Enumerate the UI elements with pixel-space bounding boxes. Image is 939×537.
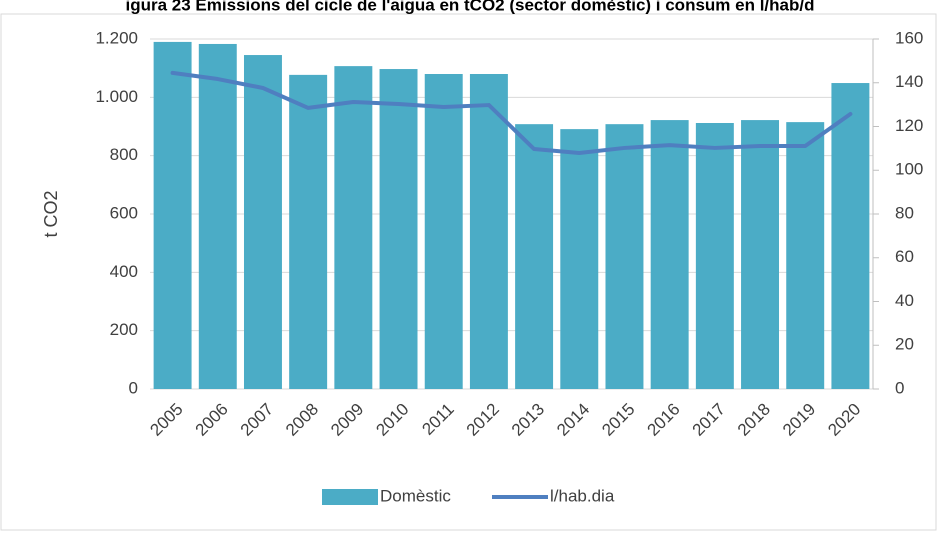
bar	[153, 41, 192, 390]
y2-tick-label: 120	[895, 116, 923, 135]
y-tick-label: 200	[110, 320, 138, 339]
bar	[198, 43, 237, 389]
bar	[560, 129, 599, 389]
bar	[334, 66, 373, 389]
y2-tick-label: 0	[895, 378, 904, 397]
bar	[515, 124, 554, 390]
bar	[831, 83, 870, 390]
bar	[424, 74, 463, 389]
bar	[741, 120, 780, 389]
legend-label: Domèstic	[380, 486, 451, 505]
bar	[650, 120, 689, 389]
y2-tick-label: 40	[895, 291, 914, 310]
bar	[243, 55, 282, 390]
bar	[289, 74, 328, 389]
y-tick-label: 0	[129, 378, 138, 397]
y-tick-label: 600	[110, 203, 138, 222]
legend-label: l/hab.dia	[550, 486, 615, 505]
legend-swatch	[322, 489, 378, 505]
y2-tick-label: 80	[895, 203, 914, 222]
y2-tick-label: 60	[895, 247, 914, 266]
bar	[469, 74, 508, 389]
y-tick-label: 1.200	[95, 28, 138, 47]
y2-tick-label: 20	[895, 335, 914, 354]
y-axis-label: t CO2	[41, 190, 61, 237]
y-tick-label: 800	[110, 145, 138, 164]
y2-tick-label: 100	[895, 160, 923, 179]
bar	[379, 69, 418, 390]
y-tick-label: 400	[110, 262, 138, 281]
chart-title: igura 23 Emissions del cicle de l'aigua …	[126, 0, 815, 14]
bar	[695, 123, 734, 389]
y2-tick-label: 160	[895, 28, 923, 47]
bar	[786, 122, 825, 389]
line	[170, 70, 853, 155]
y-tick-label: 1.000	[95, 87, 138, 106]
bar	[605, 124, 644, 390]
y2-tick-label: 140	[895, 72, 923, 91]
